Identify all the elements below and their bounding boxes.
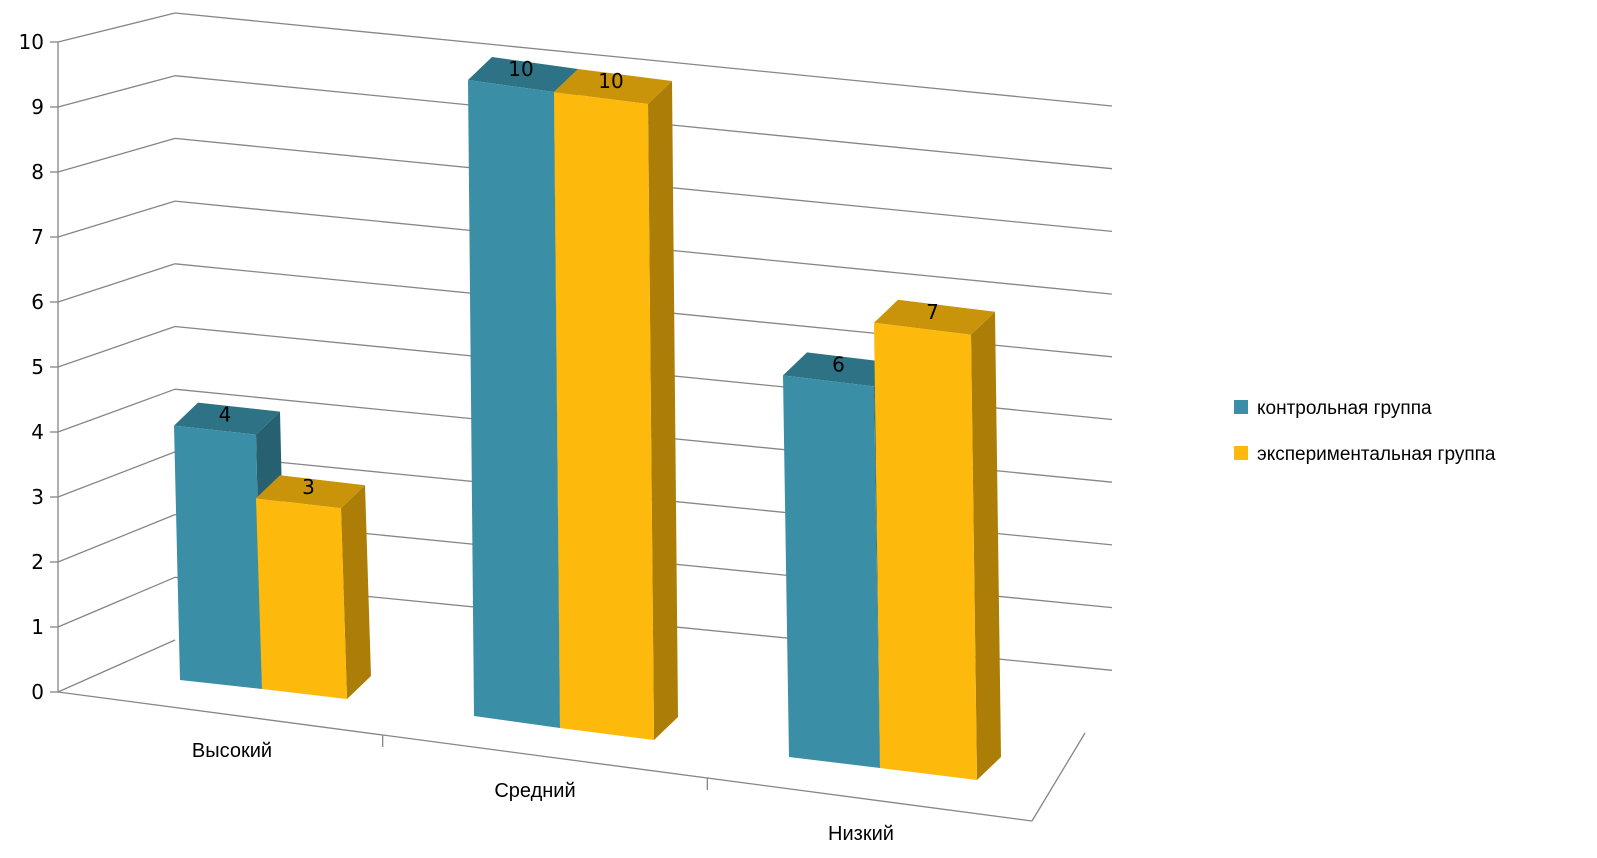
bar-top: [554, 69, 672, 104]
bars: [174, 57, 1001, 780]
x-axis-categories: Высокий Средний Низкий: [192, 735, 894, 845]
bar-side: [971, 311, 1001, 780]
y-tick-label: 4: [31, 420, 44, 444]
side-gridline: [57, 263, 176, 303]
y-tick-label: 10: [19, 30, 44, 54]
y-tick-label: 7: [31, 225, 44, 249]
bar-top: [468, 57, 578, 92]
data-labels: 4 3 10 10 6 7: [219, 57, 939, 499]
x-category-label: Низкий: [828, 823, 894, 845]
bar: [468, 80, 560, 728]
data-label: 7: [926, 300, 939, 324]
bar-side: [648, 81, 678, 740]
bar: [256, 498, 347, 699]
y-tick-label: 2: [31, 550, 44, 574]
floor-front-edge: [57, 691, 1033, 822]
data-label: 10: [508, 57, 533, 81]
data-label: 6: [832, 352, 845, 376]
side-gridline: [57, 513, 176, 563]
legend-swatch: [1234, 446, 1248, 460]
side-gridline: [57, 75, 176, 108]
legend-label: экспериментальная группа: [1257, 444, 1496, 465]
data-label: 10: [598, 69, 623, 93]
side-gridline: [57, 325, 176, 368]
bar-side: [341, 485, 371, 699]
side-gridline: [57, 137, 176, 173]
bar-top: [256, 475, 365, 509]
y-tick-label: 5: [31, 355, 44, 379]
x-category-label: Средний: [494, 780, 575, 802]
bar-top: [783, 352, 898, 387]
y-axis-ticks: 0 1 2 3 4 5 6 7 8 9 10: [19, 30, 58, 704]
legend: контрольная группа экспериментальная груп…: [1234, 398, 1496, 465]
y-tick-label: 6: [31, 290, 44, 314]
side-gridline: [57, 388, 176, 433]
data-label: 3: [302, 475, 315, 499]
y-tick-label: 0: [31, 680, 44, 704]
floor-right-edge: [1031, 732, 1086, 822]
bar: [783, 375, 880, 768]
bar: [174, 425, 262, 689]
x-category-label: Высокий: [192, 740, 272, 762]
bar: [874, 322, 977, 780]
bar: [554, 92, 654, 740]
bar-top: [174, 402, 280, 435]
y-tick-label: 1: [31, 615, 44, 639]
legend-swatch: [1234, 400, 1248, 414]
y-tick-label: 3: [31, 485, 44, 509]
y-tick-label: 9: [31, 95, 44, 119]
y-tick-label: 8: [31, 160, 44, 184]
legend-label: контрольная группа: [1257, 398, 1432, 419]
data-label: 4: [219, 403, 232, 427]
side-gridline: [57, 451, 176, 498]
side-gridline: [57, 200, 176, 238]
side-gridline: [57, 576, 176, 628]
floor-left-edge: [57, 639, 176, 693]
back-gridline: [174, 12, 1113, 107]
side-gridline: [57, 12, 176, 43]
bar-top: [874, 299, 995, 335]
